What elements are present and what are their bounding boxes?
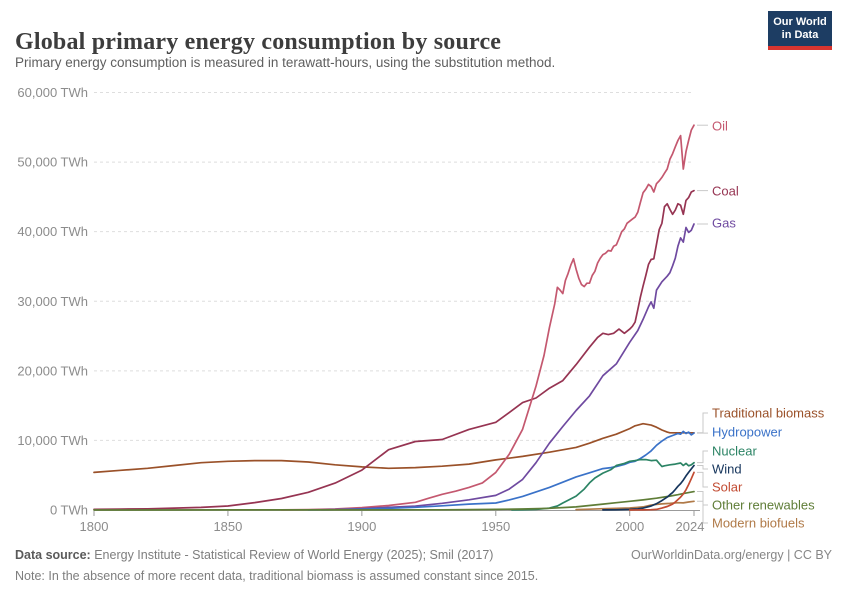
x-tick-label-1950: 1950: [481, 519, 510, 534]
series-label-modern-biofuels[interactable]: Modern biofuels: [712, 516, 805, 531]
series-label-nuclear[interactable]: Nuclear: [712, 444, 757, 459]
y-tick-label-60000: 60,000 TWh: [17, 85, 88, 100]
series-label-traditional-biomass[interactable]: Traditional biomass: [712, 406, 825, 421]
x-tick-label-2024: 2024: [676, 519, 705, 534]
series-line-traditional-biomass: [93, 422, 695, 474]
series-line-gas: [320, 223, 695, 511]
note-label: Note:: [15, 569, 45, 583]
series-connector-wind: [697, 464, 708, 470]
owid-logo-line2: in Data: [781, 29, 819, 41]
footer-note-line: Note: In the absence of more recent data…: [15, 569, 538, 583]
owid-logo[interactable]: Our World in Data: [768, 11, 832, 50]
y-tick-label-30000: 30,000 TWh: [17, 294, 88, 309]
y-tick-label-40000: 40,000 TWh: [17, 224, 88, 239]
series-connector-modern-biofuels: [697, 500, 708, 524]
series-line-wind: [602, 464, 695, 511]
source-text: Energy Institute - Statistical Review of…: [90, 548, 494, 562]
series-line-coal: [93, 189, 695, 511]
x-tick-label-1900: 1900: [347, 519, 376, 534]
footer-source-line: Data source: Energy Institute - Statisti…: [15, 548, 835, 562]
note-text: In the absence of more recent data, trad…: [44, 569, 539, 583]
series-connector-solar: [697, 471, 708, 488]
x-tick-label-2000: 2000: [615, 519, 644, 534]
series-label-wind[interactable]: Wind: [712, 462, 742, 477]
owid-url-link[interactable]: OurWorldinData.org/energy | CC BY: [630, 548, 832, 562]
series-line-solar: [628, 471, 695, 511]
x-tick-label-1800: 1800: [80, 519, 109, 534]
series-line-other-renewables: [93, 490, 695, 511]
series-label-solar[interactable]: Solar: [712, 480, 743, 495]
page-title: Global primary energy consumption by sou…: [15, 29, 502, 56]
owid-logo-line1: Our World: [773, 16, 827, 28]
series-connector-nuclear: [697, 450, 708, 464]
series-label-oil[interactable]: Oil: [712, 119, 728, 134]
series-connector-traditional-biomass: [697, 412, 708, 434]
series-line-hydropower: [307, 430, 695, 511]
source-label: Data source:: [15, 548, 91, 562]
series-label-hydropower[interactable]: Hydropower: [712, 425, 783, 440]
y-tick-label-0: 0 TWh: [50, 503, 88, 518]
series-line-nuclear: [511, 458, 695, 511]
series-label-gas[interactable]: Gas: [712, 216, 736, 231]
series-label-coal[interactable]: Coal: [712, 184, 739, 199]
y-tick-label-20000: 20,000 TWh: [17, 363, 88, 378]
page-subtitle: Primary energy consumption is measured i…: [15, 55, 556, 70]
y-tick-label-10000: 10,000 TWh: [17, 433, 88, 448]
series-line-oil: [280, 124, 695, 511]
series-label-other-renewables[interactable]: Other renewables: [712, 498, 815, 513]
x-tick-label-1850: 1850: [213, 519, 242, 534]
series-connector-other-renewables: [697, 491, 708, 506]
y-tick-label-50000: 50,000 TWh: [17, 155, 88, 170]
